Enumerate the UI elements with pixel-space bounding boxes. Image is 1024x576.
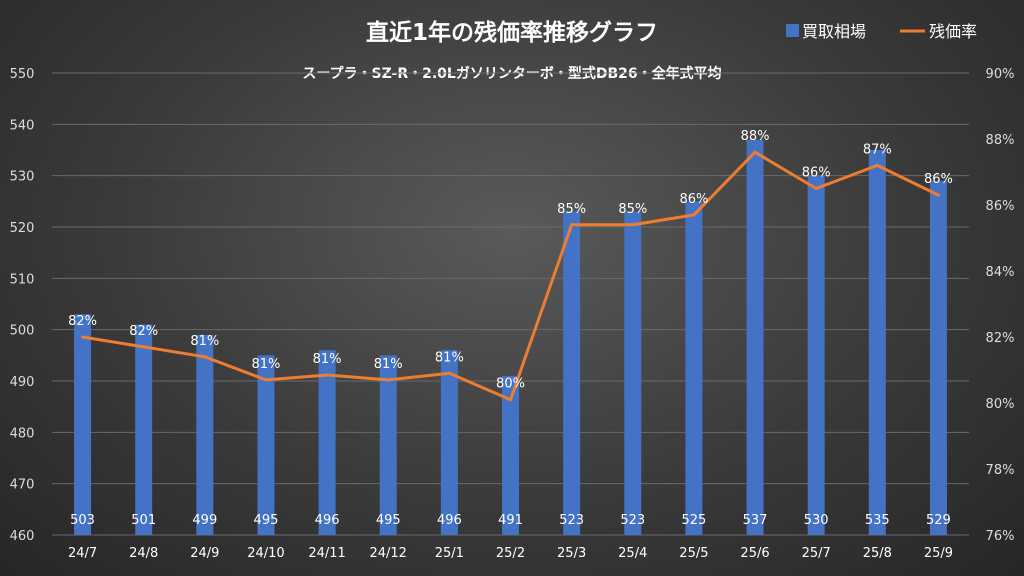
legend-line-label: 残価率: [929, 22, 977, 41]
bar: [318, 350, 336, 535]
bar: [624, 211, 642, 535]
x-tick-label: 25/4: [618, 546, 647, 561]
y-left-tick-label: 480: [10, 426, 35, 441]
y-left-tick-label: 470: [10, 478, 35, 493]
bar: [563, 211, 581, 535]
x-tick-label: 25/3: [557, 546, 586, 561]
chart-title: 直近1年の残価率推移グラフ: [366, 19, 658, 46]
line-value-label: 81%: [190, 334, 219, 349]
bar-value-label: 523: [559, 513, 584, 528]
x-tick-label: 24/11: [308, 546, 345, 561]
x-tick-label: 25/2: [496, 546, 525, 561]
line-point: [875, 163, 879, 167]
line-point: [509, 398, 512, 402]
bar: [257, 355, 275, 535]
line-point: [203, 355, 207, 359]
y-left-tick-label: 550: [10, 67, 35, 82]
bar-value-label: 529: [926, 513, 951, 528]
x-tick-label: 24/9: [190, 546, 219, 561]
y-right-tick-label: 86%: [986, 199, 1015, 214]
x-tick-label: 24/8: [129, 546, 158, 561]
line-point: [814, 187, 818, 190]
y-right-tick-label: 78%: [986, 463, 1015, 478]
line-value-label: 82%: [68, 314, 97, 329]
y-left-tick-label: 520: [10, 221, 35, 236]
legend-bar-swatch: [786, 24, 799, 37]
x-tick-label: 24/10: [247, 546, 284, 561]
line-value-label: 85%: [557, 202, 586, 217]
bar: [746, 139, 764, 535]
y-right-tick-label: 82%: [986, 331, 1015, 346]
x-tick-label: 25/9: [924, 546, 953, 561]
line-value-label: 82%: [129, 324, 158, 339]
line-value-label: 85%: [618, 202, 647, 217]
y-left-tick-label: 510: [10, 272, 35, 287]
line-point: [81, 335, 85, 339]
bar: [502, 375, 519, 535]
line-point: [692, 213, 696, 217]
line-value-label: 81%: [374, 357, 403, 372]
x-tick-label: 25/1: [435, 546, 464, 561]
line-value-label: 86%: [679, 192, 708, 207]
bar-value-label: 491: [498, 513, 523, 528]
bar: [929, 180, 947, 536]
line-value-label: 87%: [863, 142, 892, 157]
bar: [74, 314, 92, 535]
x-tick-label: 25/5: [679, 546, 708, 561]
line-point: [264, 378, 268, 382]
line-point: [386, 378, 390, 382]
line-point: [447, 371, 451, 375]
y-left-tick-label: 530: [10, 170, 35, 185]
y-right-tick-label: 76%: [986, 529, 1015, 544]
y-right-tick-label: 80%: [986, 397, 1015, 412]
y-left-tick-label: 490: [10, 375, 35, 390]
bar: [379, 355, 397, 535]
x-tick-label: 25/7: [802, 546, 831, 561]
bar-value-label: 525: [681, 513, 706, 528]
bar-value-label: 535: [865, 513, 890, 528]
bar-value-label: 503: [70, 513, 95, 528]
bar-value-label: 495: [376, 513, 401, 528]
bar-value-label: 495: [254, 513, 279, 528]
line-value-label: 86%: [802, 166, 831, 181]
bar: [807, 175, 825, 535]
y-right-tick-label: 88%: [986, 133, 1015, 148]
bar: [135, 324, 153, 535]
y-right-tick-label: 90%: [986, 67, 1015, 82]
bar-value-label: 537: [743, 513, 768, 528]
bar-value-label: 496: [437, 513, 462, 528]
bar-value-label: 496: [315, 513, 340, 528]
bar-value-label: 530: [804, 513, 829, 528]
bar: [685, 201, 703, 536]
x-tick-label: 24/7: [68, 546, 97, 561]
line-point: [631, 223, 635, 227]
bar-value-label: 523: [620, 513, 645, 528]
line-value-label: 86%: [924, 172, 953, 187]
y-left-tick-label: 460: [10, 529, 35, 544]
bar-value-label: 501: [131, 513, 156, 528]
line-point: [936, 193, 940, 197]
x-tick-label: 25/6: [740, 546, 769, 561]
bar: [196, 334, 214, 535]
y-left-tick-label: 500: [10, 324, 35, 339]
y-left-tick-label: 540: [10, 118, 35, 133]
line-point: [753, 150, 757, 154]
x-tick-label: 24/12: [369, 546, 406, 561]
legend-bar-label: 買取相場: [802, 22, 866, 41]
bar-value-label: 499: [192, 513, 217, 528]
y-right-tick-label: 84%: [986, 265, 1015, 280]
line-value-label: 81%: [252, 357, 281, 372]
line-value-label: 80%: [496, 377, 525, 392]
line-point: [570, 223, 574, 227]
line-value-label: 81%: [313, 352, 342, 367]
line-point: [325, 373, 329, 377]
line-point: [142, 345, 146, 349]
legend: 買取相場 残価率: [786, 22, 977, 41]
x-tick-label: 25/8: [863, 546, 892, 561]
bar: [868, 150, 886, 535]
line-value-label: 88%: [741, 129, 770, 144]
bar: [440, 350, 458, 535]
line-value-label: 81%: [435, 350, 464, 365]
